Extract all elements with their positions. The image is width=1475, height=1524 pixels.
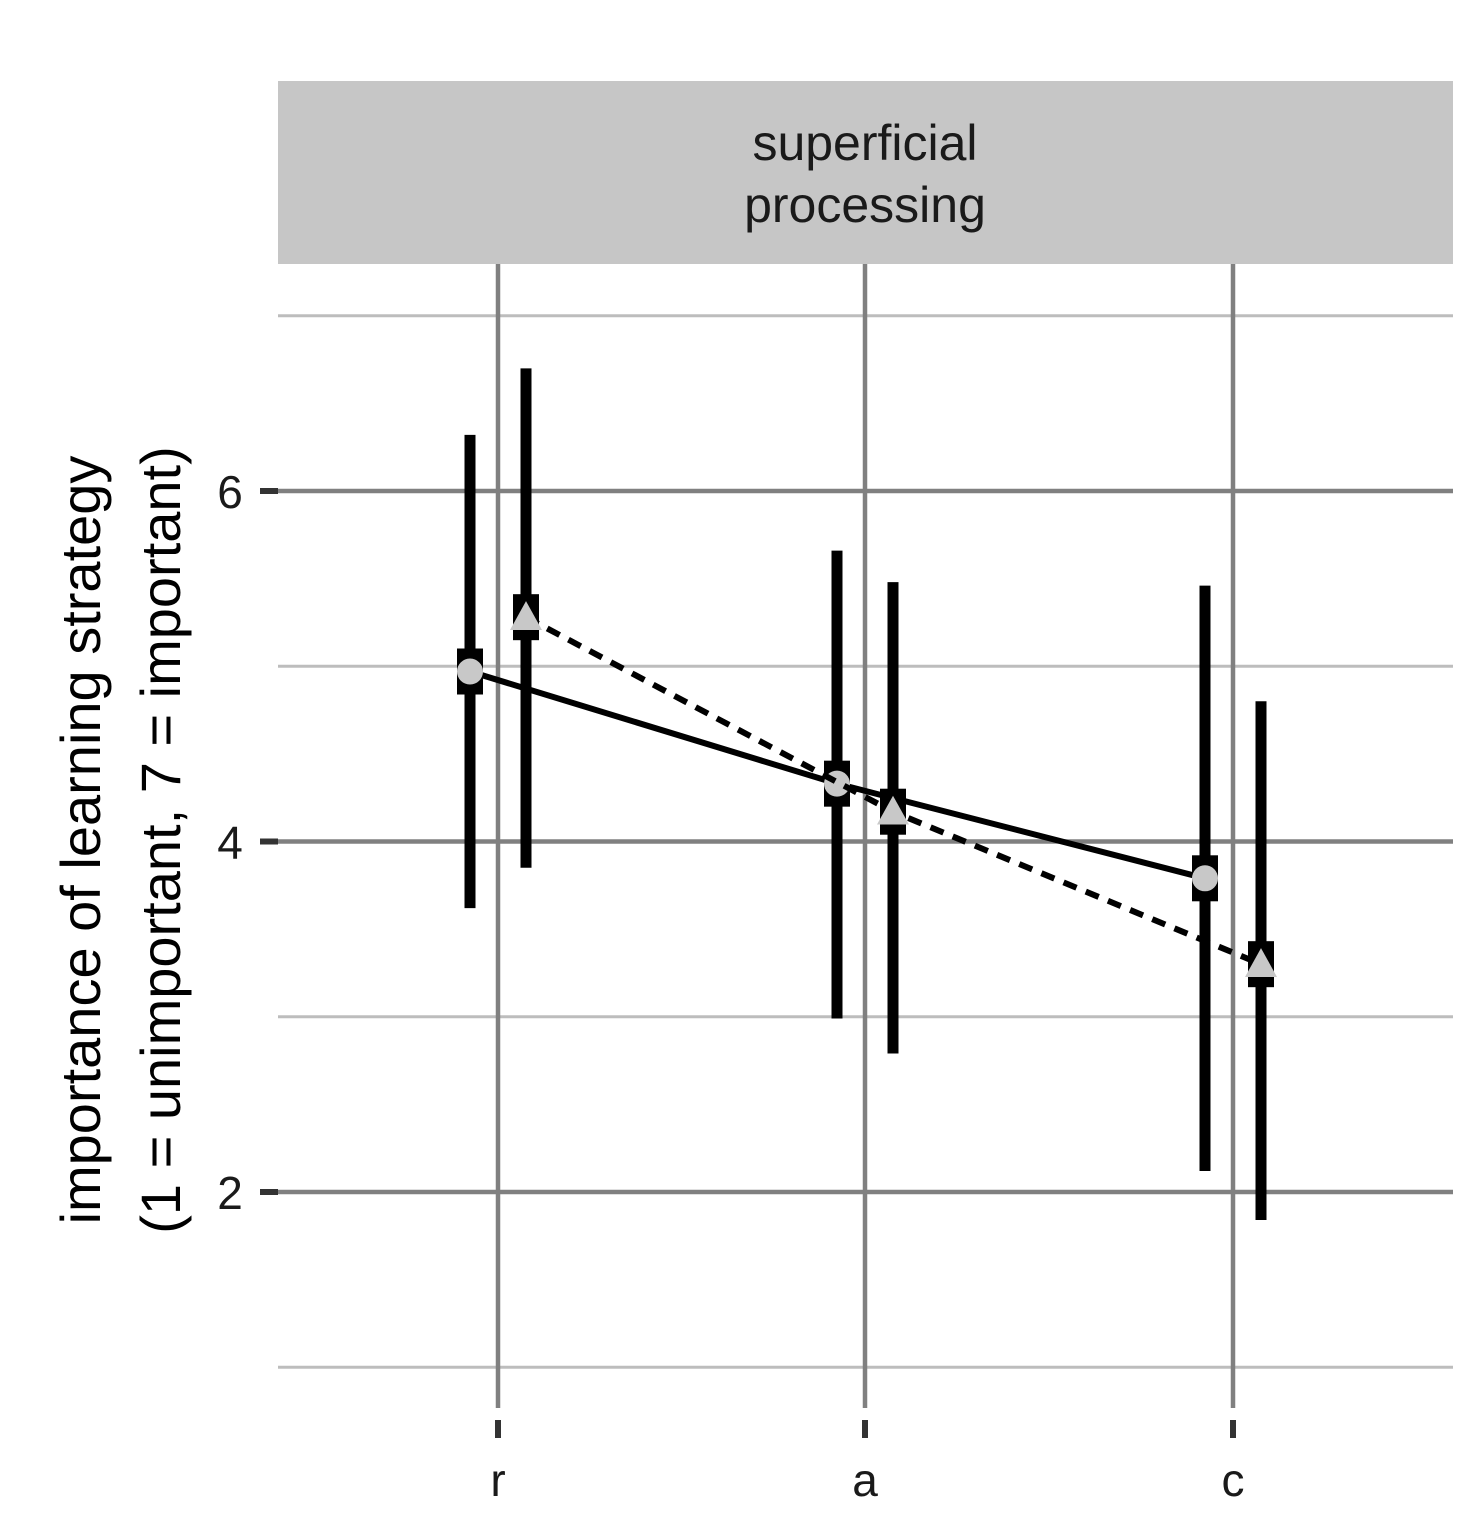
y-axis-title-line: (1 = unimportant, 7 = important) (129, 446, 192, 1234)
y-tick-label: 2 (217, 1167, 243, 1219)
axis-labels: importance of learning strategy (1 = unim… (49, 446, 192, 1234)
triangle-marker (1245, 948, 1277, 977)
facet-strip-label: superficial processing (744, 115, 986, 233)
y-axis-title: importance of learning strategy (1 = unim… (49, 446, 192, 1234)
grid (278, 264, 1453, 1408)
facet-strip: superficial processing (278, 81, 1453, 264)
x-tick-label: r (490, 1454, 505, 1506)
plot-marks (457, 368, 1277, 1221)
x-tick-label: c (1222, 1454, 1245, 1506)
triangle-marker (510, 601, 542, 630)
facet-strip-line: processing (744, 177, 986, 233)
y-tick-label: 6 (217, 466, 243, 518)
circle-marker (457, 658, 483, 685)
axes: 2 4 6 r a c (217, 466, 1244, 1506)
y-axis-title-line: importance of learning strategy (49, 456, 112, 1225)
series-1 (457, 434, 1218, 1171)
series-2 (510, 368, 1277, 1221)
x-tick-label: a (852, 1454, 878, 1506)
y-tick-label: 4 (217, 817, 243, 869)
circle-marker (1192, 865, 1218, 892)
facet-strip-background (278, 81, 1453, 264)
facet-strip-line: superficial (752, 115, 977, 171)
triangle-marker (877, 795, 909, 825)
